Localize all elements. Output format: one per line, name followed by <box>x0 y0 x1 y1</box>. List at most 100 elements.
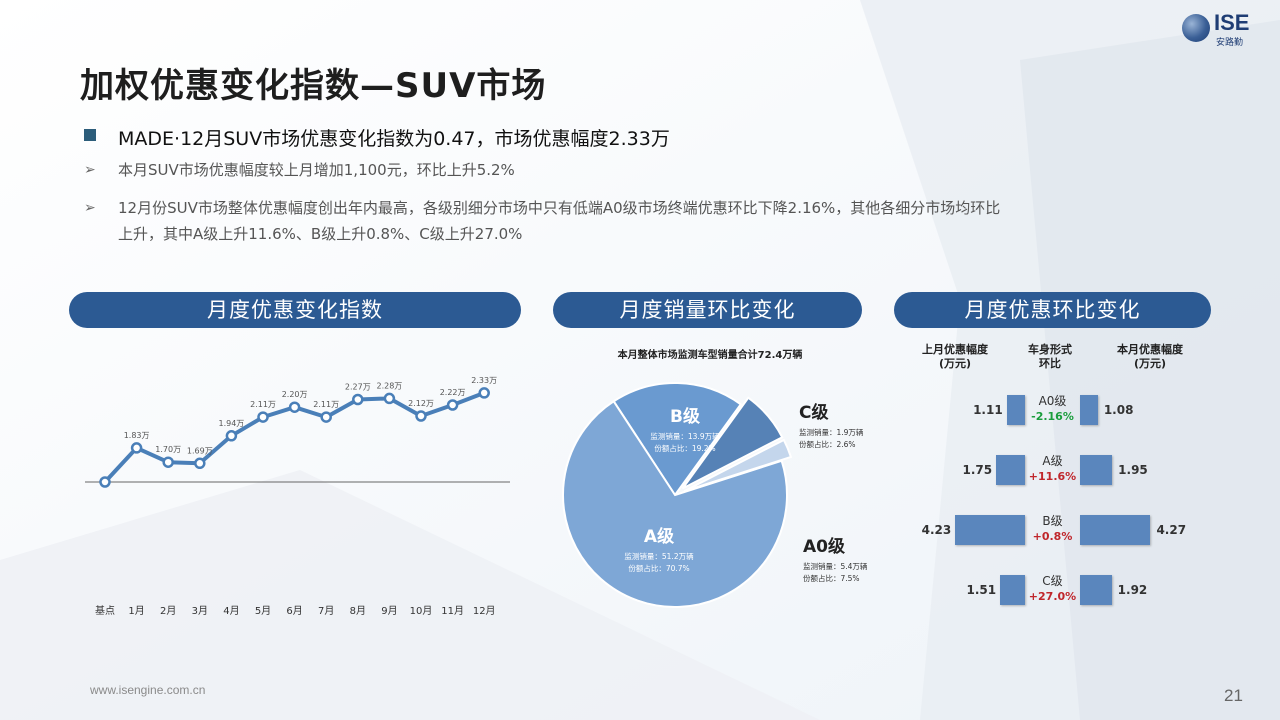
index-line-chart: 基点 1.83万 1月 1.70万 2月 1.69万 3月 1.94万 4月 2.11万 5月 2.2… <box>85 376 510 617</box>
data-point <box>415 410 427 422</box>
x-tick-label: 8月 <box>350 605 366 617</box>
header-last-month: 上月优惠幅度 (万元) <box>922 343 988 370</box>
slice-name-label: B级 <box>670 406 700 427</box>
pie-slice <box>562 399 788 608</box>
value-this-month: 1.08 <box>1103 403 1134 417</box>
body-type-label: A级 +11.6% <box>1023 454 1083 484</box>
header-body-type: 车身形式 环比 <box>1028 343 1072 370</box>
arrow-bullet-icon: ➢ <box>84 200 96 216</box>
header-this-month: 本月优惠幅度 (万元) <box>1117 343 1183 370</box>
data-point <box>383 392 396 405</box>
logo-emblem-icon <box>1182 14 1210 42</box>
panel-title-discount: 月度优惠环比变化 <box>894 292 1211 328</box>
discount-comparison-chart: 上月优惠幅度 (万元) 车身形式 环比 本月优惠幅度 (万元) 1.11 1.08 A0级 -2.… <box>900 340 1220 620</box>
bar-this-month <box>1080 455 1113 485</box>
data-point <box>225 430 238 442</box>
value-this-month: 1.95 <box>1118 463 1148 477</box>
pie-slice <box>683 438 793 493</box>
value-last-month: 1.75 <box>962 463 993 477</box>
x-tick-label: 2月 <box>160 605 176 617</box>
x-tick-label: 7月 <box>318 605 334 617</box>
slice-share-label: 份额占比：7.5% <box>803 573 860 583</box>
bullet-square-icon <box>84 129 96 141</box>
slice-share-label: 份额占比：2.6% <box>799 439 856 449</box>
body-type-label: B级 +0.8% <box>1023 514 1083 544</box>
category-name: B级 <box>1042 514 1063 528</box>
data-label: 2.33万 <box>471 376 497 385</box>
value-last-month: 1.11 <box>973 403 1003 417</box>
bar-this-month <box>1080 575 1112 605</box>
data-label: 2.12万 <box>408 399 434 408</box>
data-label: 2.27万 <box>345 383 371 392</box>
x-tick-label: 1月 <box>128 605 144 617</box>
page-number: 21 <box>1224 686 1243 705</box>
x-tick-label: 4月 <box>223 605 239 617</box>
page-title: 加权优惠变化指数—SUV市场 <box>80 66 547 106</box>
x-tick-label: 5月 <box>255 605 271 617</box>
slice-volume-label: 监测销量：51.2万辆 <box>624 551 694 561</box>
slice-name-label: A级 <box>644 526 674 547</box>
bar-last-month <box>1006 395 1025 425</box>
bar-this-month <box>1080 515 1151 545</box>
slice-share-label: 份额占比：19.2% <box>654 443 715 453</box>
arrow-bullet-icon: ➢ <box>84 162 96 178</box>
bar-last-month <box>955 515 1025 545</box>
sub-bullet-2-text-line1: 12月份SUV市场整体优惠幅度创出年内最高，各级别细分市场中只有低端A0级市场终… <box>118 199 1001 217</box>
change-percent: +0.8% <box>1032 530 1073 543</box>
slice-share-label: 份额占比：70.7% <box>628 563 689 573</box>
logo-subtext: 安路勤 <box>1216 38 1244 48</box>
value-this-month: 1.92 <box>1117 583 1148 597</box>
footer-url: www.isengine.com.cn <box>90 683 206 697</box>
data-label: 1.69万 <box>187 446 213 455</box>
category-name: A级 <box>1042 454 1063 468</box>
company-logo: ISE 安路勤 <box>1178 8 1258 48</box>
panel-title-index: 月度优惠变化指数 <box>69 292 521 328</box>
logo-text: ISE <box>1214 10 1250 35</box>
sub-bullet-2-text-line2: 上升，其中A级上升11.6%、B级上升0.8%、C级上升27.0% <box>118 225 523 243</box>
sales-pie-chart: B级监测销量：13.9万辆份额占比：19.2%A级监测销量：51.2万辆份额占比… <box>562 382 868 608</box>
data-label: 1.83万 <box>124 431 150 440</box>
data-point <box>257 411 269 423</box>
x-tick-label: 6月 <box>286 605 302 617</box>
data-point <box>320 411 332 423</box>
data-label: 2.11万 <box>250 400 276 409</box>
data-label: 2.28万 <box>376 381 402 390</box>
body-type-label: A0级 -2.16% <box>1023 394 1083 424</box>
value-last-month: 4.23 <box>921 523 952 537</box>
pie-chart-title: 本月整体市场监测车型销量合计72.4万辆 <box>617 350 803 361</box>
x-tick-label: 12月 <box>473 605 496 617</box>
slice-name-label: C级 <box>799 402 828 423</box>
change-percent: +27.0% <box>1028 590 1077 603</box>
value-last-month: 1.51 <box>966 583 997 597</box>
pie-slice <box>681 396 784 490</box>
bar-last-month <box>1000 575 1025 605</box>
bar-last-month <box>996 455 1025 485</box>
data-label: 2.11万 <box>313 400 339 409</box>
body-type-label: C级 +27.0% <box>1023 574 1083 604</box>
x-tick-label: 10月 <box>410 605 433 617</box>
category-name: A0级 <box>1038 394 1067 408</box>
data-label: 1.70万 <box>155 445 181 454</box>
slice-volume-label: 监测销量：1.9万辆 <box>799 427 864 437</box>
data-point <box>162 456 174 468</box>
sub-bullet-1-text: 本月SUV市场优惠幅度较上月增加1,100元，环比上升5.2% <box>118 161 515 179</box>
change-percent: +11.6% <box>1028 470 1077 483</box>
change-percent: -2.16% <box>1031 410 1074 423</box>
panel-title-sales: 月度销量环比变化 <box>553 292 862 328</box>
slice-volume-label: 监测销量：13.9万辆 <box>650 431 720 441</box>
data-point <box>130 442 143 454</box>
data-point <box>446 399 459 411</box>
category-name: C级 <box>1042 574 1063 588</box>
x-tick-label: 基点 <box>95 604 115 617</box>
data-point <box>99 476 111 488</box>
data-label: 2.20万 <box>282 390 308 399</box>
data-point <box>288 401 301 413</box>
data-point <box>194 457 206 470</box>
data-label: 1.94万 <box>218 419 244 428</box>
pie-slice <box>612 382 743 497</box>
main-bullet-text: MADE·12月SUV市场优惠变化指数为0.47，市场优惠幅度2.33万 <box>118 128 670 150</box>
slice-volume-label: 监测销量：5.4万辆 <box>803 561 868 571</box>
data-point <box>478 387 490 399</box>
bar-this-month <box>1080 395 1098 425</box>
data-label: 2.22万 <box>440 388 466 397</box>
